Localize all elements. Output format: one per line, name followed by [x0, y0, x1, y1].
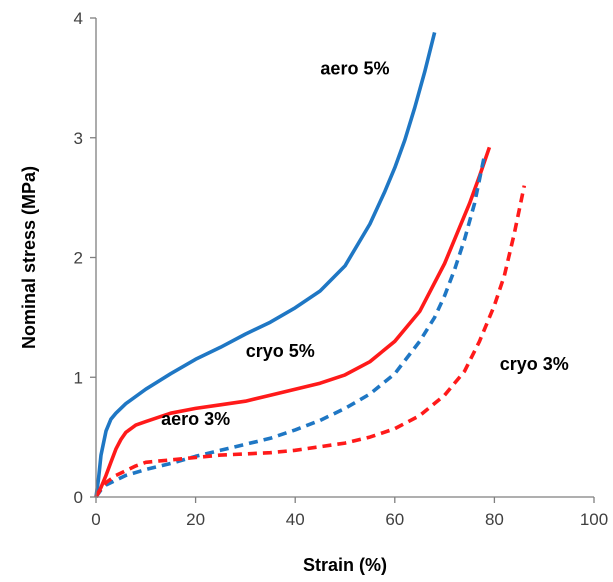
- series-label-aero-3: aero 3%: [161, 409, 230, 429]
- x-tick-label: 40: [286, 510, 305, 529]
- y-tick-label: 0: [74, 488, 83, 507]
- series-line-aero-5: [94, 31, 437, 498]
- x-tick-label: 20: [186, 510, 205, 529]
- y-tick-label: 4: [74, 9, 83, 28]
- x-tick-label: 80: [485, 510, 504, 529]
- series-layer: [94, 31, 527, 499]
- x-tick-label: 60: [385, 510, 404, 529]
- x-axis-title: Strain (%): [303, 555, 387, 575]
- y-tick-label: 3: [74, 129, 83, 148]
- series-labels: aero 5% cryo 5% aero 3% cryo 3%: [161, 58, 569, 429]
- y-tick-label: 1: [74, 368, 83, 387]
- series-line-aero-3: [94, 155, 487, 499]
- series-label-cryo-3: cryo 3%: [500, 354, 569, 374]
- x-tick-label: 100: [580, 510, 608, 529]
- y-tick-label: 2: [74, 249, 83, 268]
- series-line-cryo-5: [94, 146, 492, 498]
- series-line-cryo-3: [94, 185, 527, 498]
- x-tick-label: 0: [91, 510, 100, 529]
- y-axis-title: Nominal stress (MPa): [19, 166, 39, 349]
- series-label-cryo-5: cryo 5%: [246, 341, 315, 361]
- series-label-aero-5: aero 5%: [320, 58, 389, 78]
